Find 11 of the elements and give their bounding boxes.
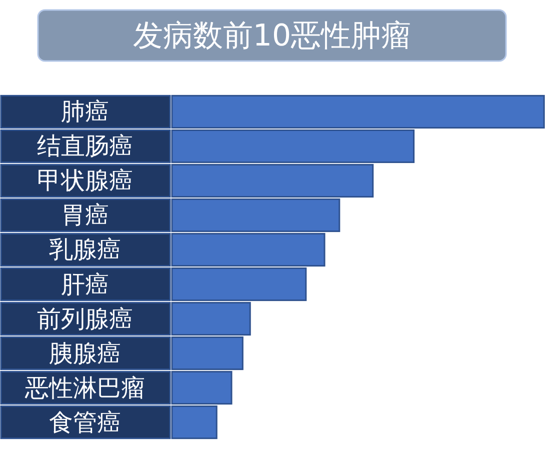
y-tick-label: 胰腺癌	[49, 339, 121, 368]
y-tick-label: 乳腺癌	[49, 236, 121, 264]
y-tick-label: 肺癌	[61, 98, 109, 126]
y-tick-label: 恶性淋巴瘤	[24, 374, 145, 402]
y-tick-label: 食管癌	[49, 408, 121, 436]
y-tick-label: 甲状腺癌	[37, 166, 133, 195]
y-tick-label: 前列腺癌	[37, 304, 133, 333]
chart-title: 发病数前10恶性肿瘤	[132, 18, 412, 54]
y-tick-label: 肝癌	[61, 270, 109, 298]
y-tick-label: 胃癌	[61, 201, 109, 230]
y-tick-label: 结直肠癌	[37, 132, 133, 160]
